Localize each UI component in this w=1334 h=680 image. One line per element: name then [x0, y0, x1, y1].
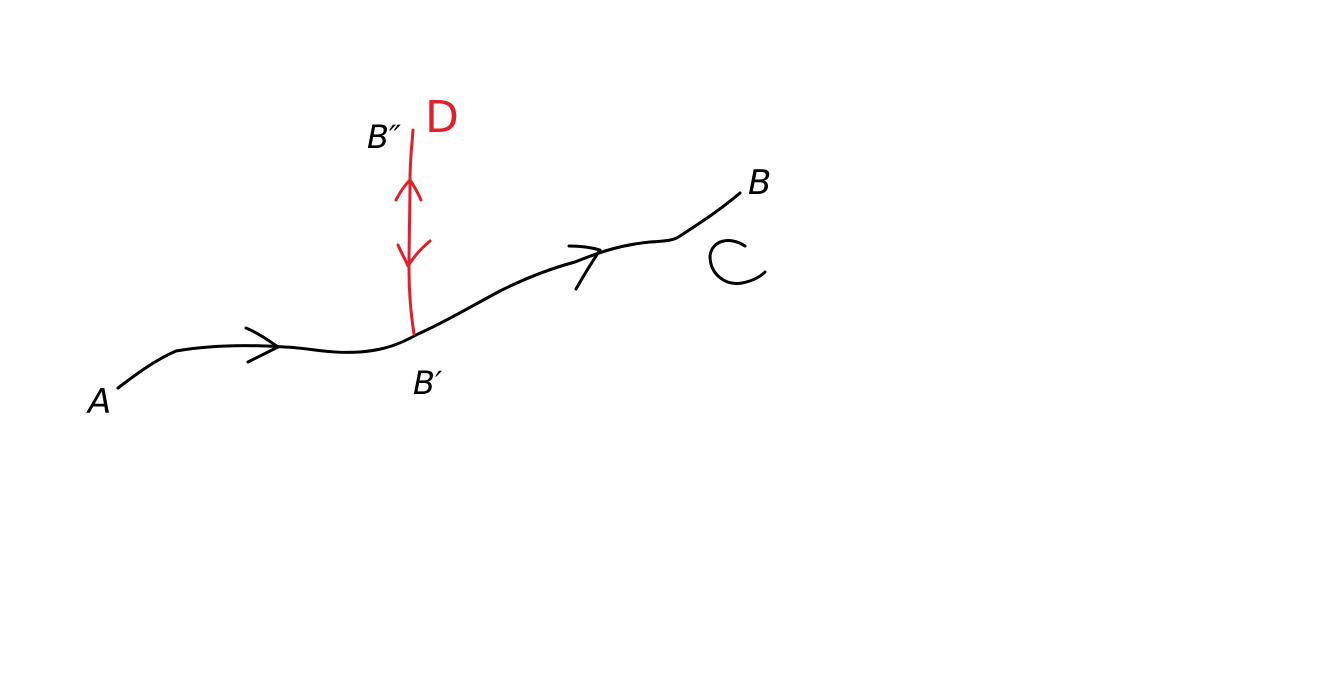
red-arrow-up — [394, 178, 423, 202]
main-path-a-to-b — [116, 191, 742, 390]
curve-c-stroke — [708, 239, 767, 285]
label-d: D — [425, 92, 459, 143]
label-b-prime: B′ — [413, 364, 443, 402]
label-b: B — [748, 163, 771, 203]
label-a: A — [86, 382, 111, 422]
label-b-double-prime: B″ — [367, 118, 401, 156]
arrow-head-1 — [244, 326, 280, 364]
arrow-head-2 — [567, 244, 602, 291]
red-connector — [407, 128, 416, 336]
red-arrow-down — [396, 239, 432, 268]
